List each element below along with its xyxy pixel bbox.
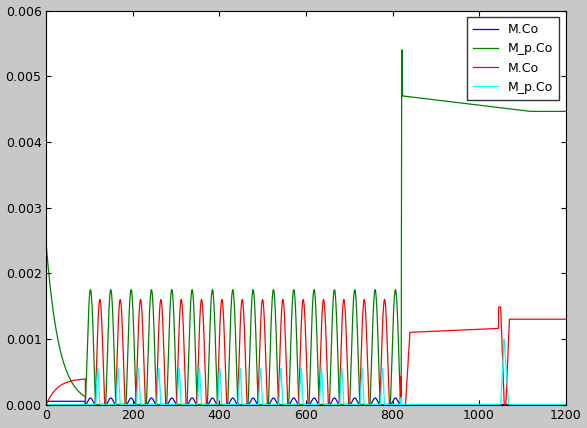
- M.Co: [433, 329, 440, 334]
- M.Co: [100, 388, 107, 393]
- Line: M.Co: M.Co: [46, 398, 565, 404]
- M.Co: [100, 402, 107, 407]
- M_p.Co: [92, 402, 99, 407]
- M.Co: [92, 402, 99, 407]
- Line: M_p.Co: M_p.Co: [46, 339, 565, 404]
- M_p.Co: [398, 48, 405, 53]
- M_p.Co: [433, 402, 440, 407]
- M_p.Co: [484, 104, 491, 109]
- M_p.Co: [209, 287, 216, 292]
- Legend: M.Co, M_p.Co, M.Co, M_p.Co: M.Co, M_p.Co, M.Co, M_p.Co: [467, 17, 559, 100]
- Line: M_p.Co: M_p.Co: [46, 50, 565, 404]
- M.Co: [464, 327, 471, 332]
- M.Co: [43, 399, 50, 404]
- M_p.Co: [43, 402, 50, 407]
- M_p.Co: [502, 106, 510, 111]
- M.Co: [484, 402, 491, 407]
- M_p.Co: [100, 402, 107, 407]
- M_p.Co: [464, 101, 471, 107]
- M_p.Co: [562, 109, 569, 114]
- M.Co: [209, 395, 216, 401]
- M.Co: [562, 402, 569, 407]
- M_p.Co: [484, 402, 491, 407]
- Line: M.Co: M.Co: [46, 300, 565, 404]
- M.Co: [209, 402, 216, 407]
- M.Co: [484, 326, 491, 331]
- M.Co: [502, 402, 510, 407]
- M_p.Co: [562, 402, 569, 407]
- M.Co: [464, 402, 471, 407]
- M.Co: [562, 317, 569, 322]
- M_p.Co: [100, 402, 107, 407]
- M.Co: [433, 402, 440, 407]
- M.Co: [43, 402, 50, 407]
- M_p.Co: [43, 244, 50, 250]
- M_p.Co: [209, 402, 216, 407]
- M_p.Co: [502, 360, 510, 365]
- M_p.Co: [501, 336, 508, 342]
- M_p.Co: [464, 402, 471, 407]
- M.Co: [218, 297, 225, 302]
- M.Co: [502, 402, 510, 407]
- M_p.Co: [433, 98, 440, 103]
- M.Co: [209, 395, 216, 401]
